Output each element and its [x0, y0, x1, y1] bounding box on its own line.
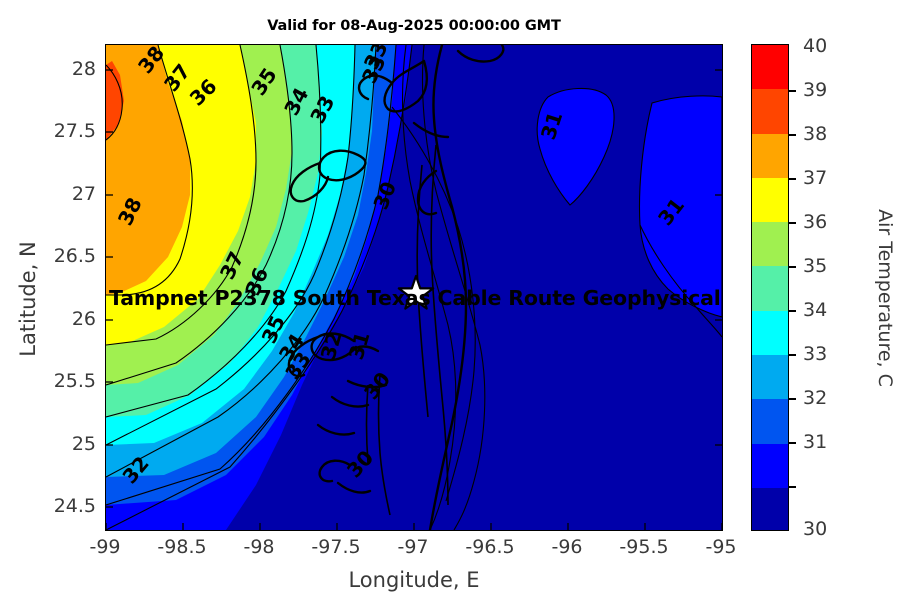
x-tick: -98	[243, 536, 275, 558]
x-tick: -99	[89, 536, 121, 558]
y-tick: 27.5	[53, 120, 96, 142]
x-tick: -97	[397, 536, 429, 558]
colorbar-tick: 35	[803, 255, 828, 277]
x-tick: -95.5	[619, 536, 669, 558]
colorbar-tick: 39	[803, 79, 828, 101]
colorbar-band	[752, 443, 788, 488]
y-tick: 27	[71, 183, 96, 205]
site-star-marker	[397, 274, 435, 310]
x-tick: -95	[705, 536, 737, 558]
y-tick: 24.5	[53, 495, 96, 517]
x-axis-ticks: -99 -98.5 -98 -97.5 -97 -96.5 -96 -95.5 …	[89, 536, 736, 566]
colorbar-ticks: 40 39 38 37 36 35 34 33 32 31 30	[789, 35, 849, 540]
colorbar-tick: 37	[803, 167, 828, 189]
figure-title: Valid for 08-Aug-2025 00:00:00 GMT	[267, 18, 561, 34]
colorbar-band	[752, 177, 788, 223]
route-caption: Tampnet P2378 South Texas Cable Route Ge…	[109, 286, 721, 310]
colorbar-band	[752, 222, 788, 267]
colorbar-tick: 33	[803, 343, 828, 365]
colorbar-band	[752, 133, 788, 178]
colorbar-band	[752, 45, 788, 90]
y-tick: 28	[71, 58, 96, 80]
colorbar-tick: 31	[803, 431, 828, 453]
colorbar-band	[752, 399, 788, 444]
y-tick: 26.5	[53, 245, 96, 267]
x-tick: -96	[551, 536, 583, 558]
colorbar-band	[752, 89, 788, 134]
colorbar-tick: 36	[803, 211, 828, 233]
colorbar-tick: 30	[803, 518, 828, 540]
x-tick: -98.5	[157, 536, 207, 558]
colorbar-band	[752, 310, 788, 356]
x-tick: -97.5	[311, 536, 361, 558]
x-tick: -96.5	[465, 536, 515, 558]
map-plot-area: 38 37 36 35 34 33 33 33 38 37 36 35 34 3…	[105, 44, 723, 531]
colorbar	[751, 44, 789, 531]
x-axis-label: Longitude, E	[348, 568, 480, 592]
y-axis-label: Latitude, N	[16, 241, 40, 357]
y-tick: 25.5	[53, 370, 96, 392]
colorbar-tick: 38	[803, 123, 828, 145]
y-tick: 26	[71, 308, 96, 330]
contour-field: 38 37 36 35 34 33 33 33 38 37 36 35 34 3…	[106, 45, 722, 530]
y-axis-ticks: 28 27.5 27 26.5 26 25.5 25 24.5	[0, 44, 96, 531]
colorbar-band	[752, 487, 788, 530]
colorbar-label: Air Temperature, C	[874, 209, 896, 387]
colorbar-band	[752, 266, 788, 311]
colorbar-tick: 32	[803, 387, 828, 409]
y-tick: 25	[71, 433, 96, 455]
colorbar-tick: 34	[803, 299, 828, 321]
colorbar-tick: 40	[803, 35, 828, 57]
colorbar-band	[752, 355, 788, 400]
